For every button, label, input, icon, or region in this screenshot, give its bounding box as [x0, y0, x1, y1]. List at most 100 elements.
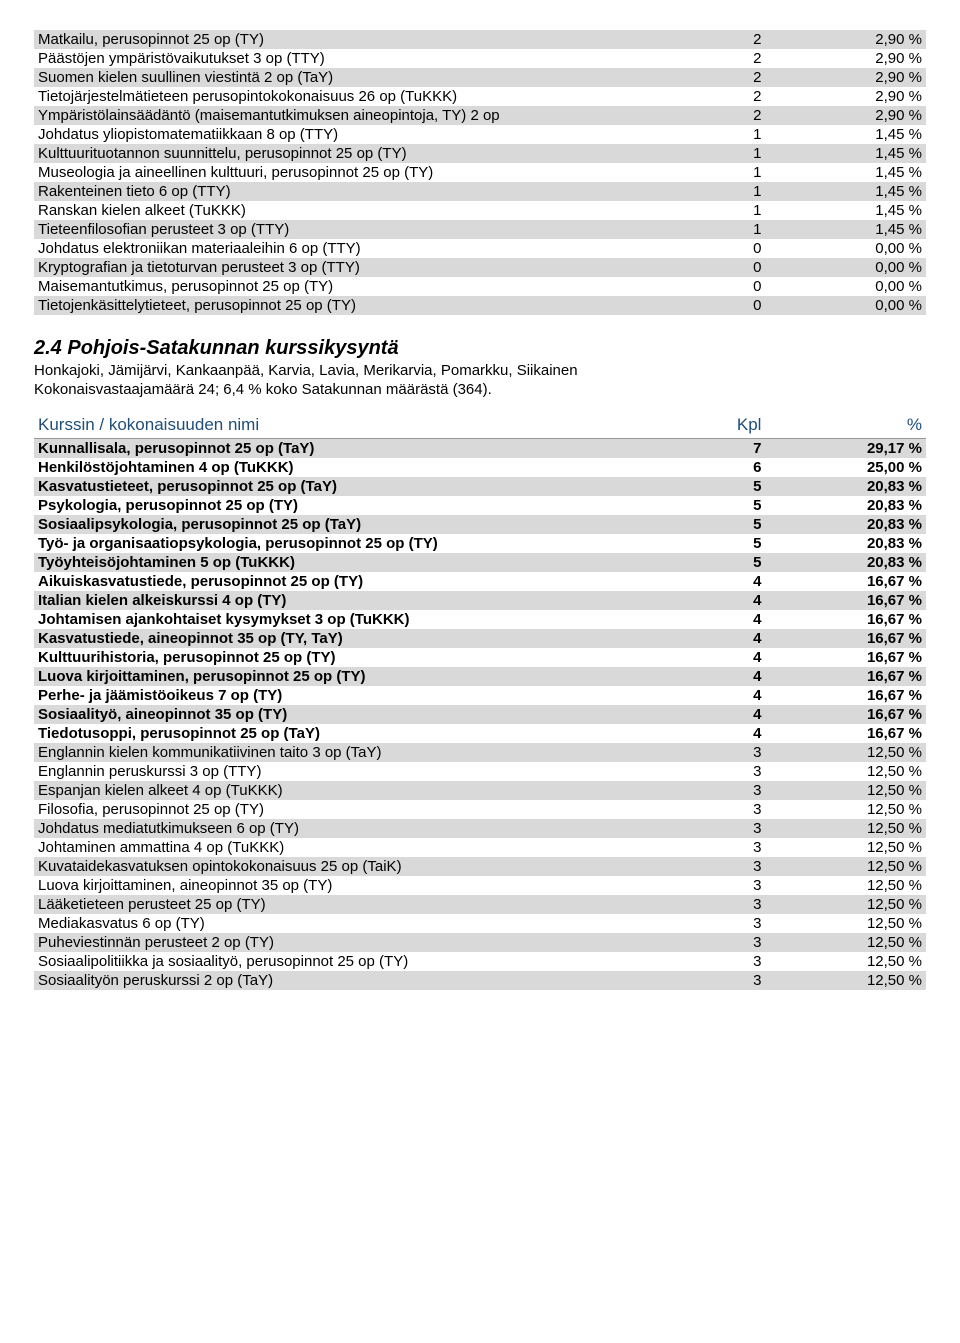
course-percent: 1,45 %: [765, 220, 926, 239]
course-name: Työyhteisöjohtaminen 5 op (TuKKK): [34, 553, 676, 572]
course-percent: 25,00 %: [765, 458, 926, 477]
table-row: Puheviestinnän perusteet 2 op (TY)312,50…: [34, 933, 926, 952]
course-name: Mediakasvatus 6 op (TY): [34, 914, 676, 933]
course-percent: 12,50 %: [765, 781, 926, 800]
course-count: 4: [676, 591, 765, 610]
course-count: 2: [676, 106, 765, 125]
course-count: 6: [676, 458, 765, 477]
course-count: 4: [676, 648, 765, 667]
course-percent: 12,50 %: [765, 743, 926, 762]
course-count: 5: [676, 534, 765, 553]
table-row: Matkailu, perusopinnot 25 op (TY)22,90 %: [34, 30, 926, 49]
course-name: Sosiaalityön peruskurssi 2 op (TaY): [34, 971, 676, 990]
table-row: Psykologia, perusopinnot 25 op (TY)520,8…: [34, 496, 926, 515]
course-percent: 1,45 %: [765, 182, 926, 201]
course-count: 2: [676, 87, 765, 106]
course-count: 3: [676, 838, 765, 857]
course-percent: 0,00 %: [765, 277, 926, 296]
course-name: Johtamisen ajankohtaiset kysymykset 3 op…: [34, 610, 676, 629]
course-percent: 20,83 %: [765, 515, 926, 534]
course-percent: 2,90 %: [765, 68, 926, 87]
table-row: Johtaminen ammattina 4 op (TuKKK)312,50 …: [34, 838, 926, 857]
course-count: 3: [676, 857, 765, 876]
course-name: Sosiaalipolitiikka ja sosiaalityö, perus…: [34, 952, 676, 971]
course-name: Työ- ja organisaatiopsykologia, perusopi…: [34, 534, 676, 553]
course-count: 3: [676, 914, 765, 933]
course-count: 3: [676, 971, 765, 990]
table-row: Kasvatustieteet, perusopinnot 25 op (TaY…: [34, 477, 926, 496]
table-row: Suomen kielen suullinen viestintä 2 op (…: [34, 68, 926, 87]
course-name: Päästöjen ympäristövaikutukset 3 op (TTY…: [34, 49, 676, 68]
course-count: 4: [676, 686, 765, 705]
course-percent: 20,83 %: [765, 496, 926, 515]
course-count: 0: [676, 239, 765, 258]
course-percent: 12,50 %: [765, 914, 926, 933]
table-row: Tiedotusoppi, perusopinnot 25 op (TaY)41…: [34, 724, 926, 743]
table-row: Työ- ja organisaatiopsykologia, perusopi…: [34, 534, 926, 553]
table-row: Tietojenkäsittelytieteet, perusopinnot 2…: [34, 296, 926, 315]
course-name: Kasvatustieteet, perusopinnot 25 op (TaY…: [34, 477, 676, 496]
col-percent: %: [765, 414, 926, 439]
table-row: Johtamisen ajankohtaiset kysymykset 3 op…: [34, 610, 926, 629]
course-percent: 12,50 %: [765, 952, 926, 971]
course-count: 1: [676, 163, 765, 182]
course-count: 1: [676, 182, 765, 201]
course-name: Puheviestinnän perusteet 2 op (TY): [34, 933, 676, 952]
table-row: Tietojärjestelmätieteen perusopintokokon…: [34, 87, 926, 106]
course-name: Johdatus mediatutkimukseen 6 op (TY): [34, 819, 676, 838]
course-count: 3: [676, 895, 765, 914]
course-name: Henkilöstöjohtaminen 4 op (TuKKK): [34, 458, 676, 477]
course-percent: 29,17 %: [765, 438, 926, 458]
table-row: Johdatus mediatutkimukseen 6 op (TY)312,…: [34, 819, 926, 838]
course-percent: 20,83 %: [765, 553, 926, 572]
course-name: Kryptografian ja tietoturvan perusteet 3…: [34, 258, 676, 277]
course-name: Tietojenkäsittelytieteet, perusopinnot 2…: [34, 296, 676, 315]
col-count: Kpl: [676, 414, 765, 439]
course-name: Sosiaalityö, aineopinnot 35 op (TY): [34, 705, 676, 724]
course-percent: 16,67 %: [765, 591, 926, 610]
table-row: Johdatus elektroniikan materiaaleihin 6 …: [34, 239, 926, 258]
course-percent: 16,67 %: [765, 686, 926, 705]
course-percent: 12,50 %: [765, 762, 926, 781]
table-row: Tieteenfilosofian perusteet 3 op (TTY)11…: [34, 220, 926, 239]
course-percent: 20,83 %: [765, 534, 926, 553]
section-heading: 2.4 Pohjois-Satakunnan kurssikysyntä: [34, 337, 926, 360]
course-count: 1: [676, 125, 765, 144]
table-row: Ranskan kielen alkeet (TuKKK)11,45 %: [34, 201, 926, 220]
course-count: 5: [676, 496, 765, 515]
course-count: 3: [676, 800, 765, 819]
course-percent: 12,50 %: [765, 819, 926, 838]
course-count: 5: [676, 477, 765, 496]
table-row: Rakenteinen tieto 6 op (TTY)11,45 %: [34, 182, 926, 201]
table-row: Kuvataidekasvatuksen opintokokonaisuus 2…: [34, 857, 926, 876]
course-name: Rakenteinen tieto 6 op (TTY): [34, 182, 676, 201]
course-percent: 2,90 %: [765, 87, 926, 106]
course-count: 2: [676, 30, 765, 49]
table-row: Luova kirjoittaminen, perusopinnot 25 op…: [34, 667, 926, 686]
table-row: Ympäristölainsäädäntö (maisemantutkimuks…: [34, 106, 926, 125]
course-count: 0: [676, 277, 765, 296]
course-name: Museologia ja aineellinen kulttuuri, per…: [34, 163, 676, 182]
table-row: Museologia ja aineellinen kulttuuri, per…: [34, 163, 926, 182]
course-percent: 0,00 %: [765, 258, 926, 277]
course-name: Kuvataidekasvatuksen opintokokonaisuus 2…: [34, 857, 676, 876]
course-percent: 12,50 %: [765, 933, 926, 952]
table-row: Kunnallisala, perusopinnot 25 op (TaY)72…: [34, 438, 926, 458]
course-percent: 2,90 %: [765, 30, 926, 49]
course-count: 4: [676, 724, 765, 743]
table-row: Luova kirjoittaminen, aineopinnot 35 op …: [34, 876, 926, 895]
course-name: Johtaminen ammattina 4 op (TuKKK): [34, 838, 676, 857]
table-row: Sosiaalityö, aineopinnot 35 op (TY)416,6…: [34, 705, 926, 724]
course-percent: 1,45 %: [765, 144, 926, 163]
course-percent: 12,50 %: [765, 876, 926, 895]
course-percent: 12,50 %: [765, 895, 926, 914]
course-percent: 12,50 %: [765, 838, 926, 857]
course-percent: 16,67 %: [765, 629, 926, 648]
table-row: Kulttuurituotannon suunnittelu, perusopi…: [34, 144, 926, 163]
course-count: 2: [676, 49, 765, 68]
table-row: Perhe- ja jäämistöoikeus 7 op (TY)416,67…: [34, 686, 926, 705]
table-row: Päästöjen ympäristövaikutukset 3 op (TTY…: [34, 49, 926, 68]
col-name: Kurssin / kokonaisuuden nimi: [34, 414, 676, 439]
course-name: Matkailu, perusopinnot 25 op (TY): [34, 30, 676, 49]
course-count: 7: [676, 438, 765, 458]
